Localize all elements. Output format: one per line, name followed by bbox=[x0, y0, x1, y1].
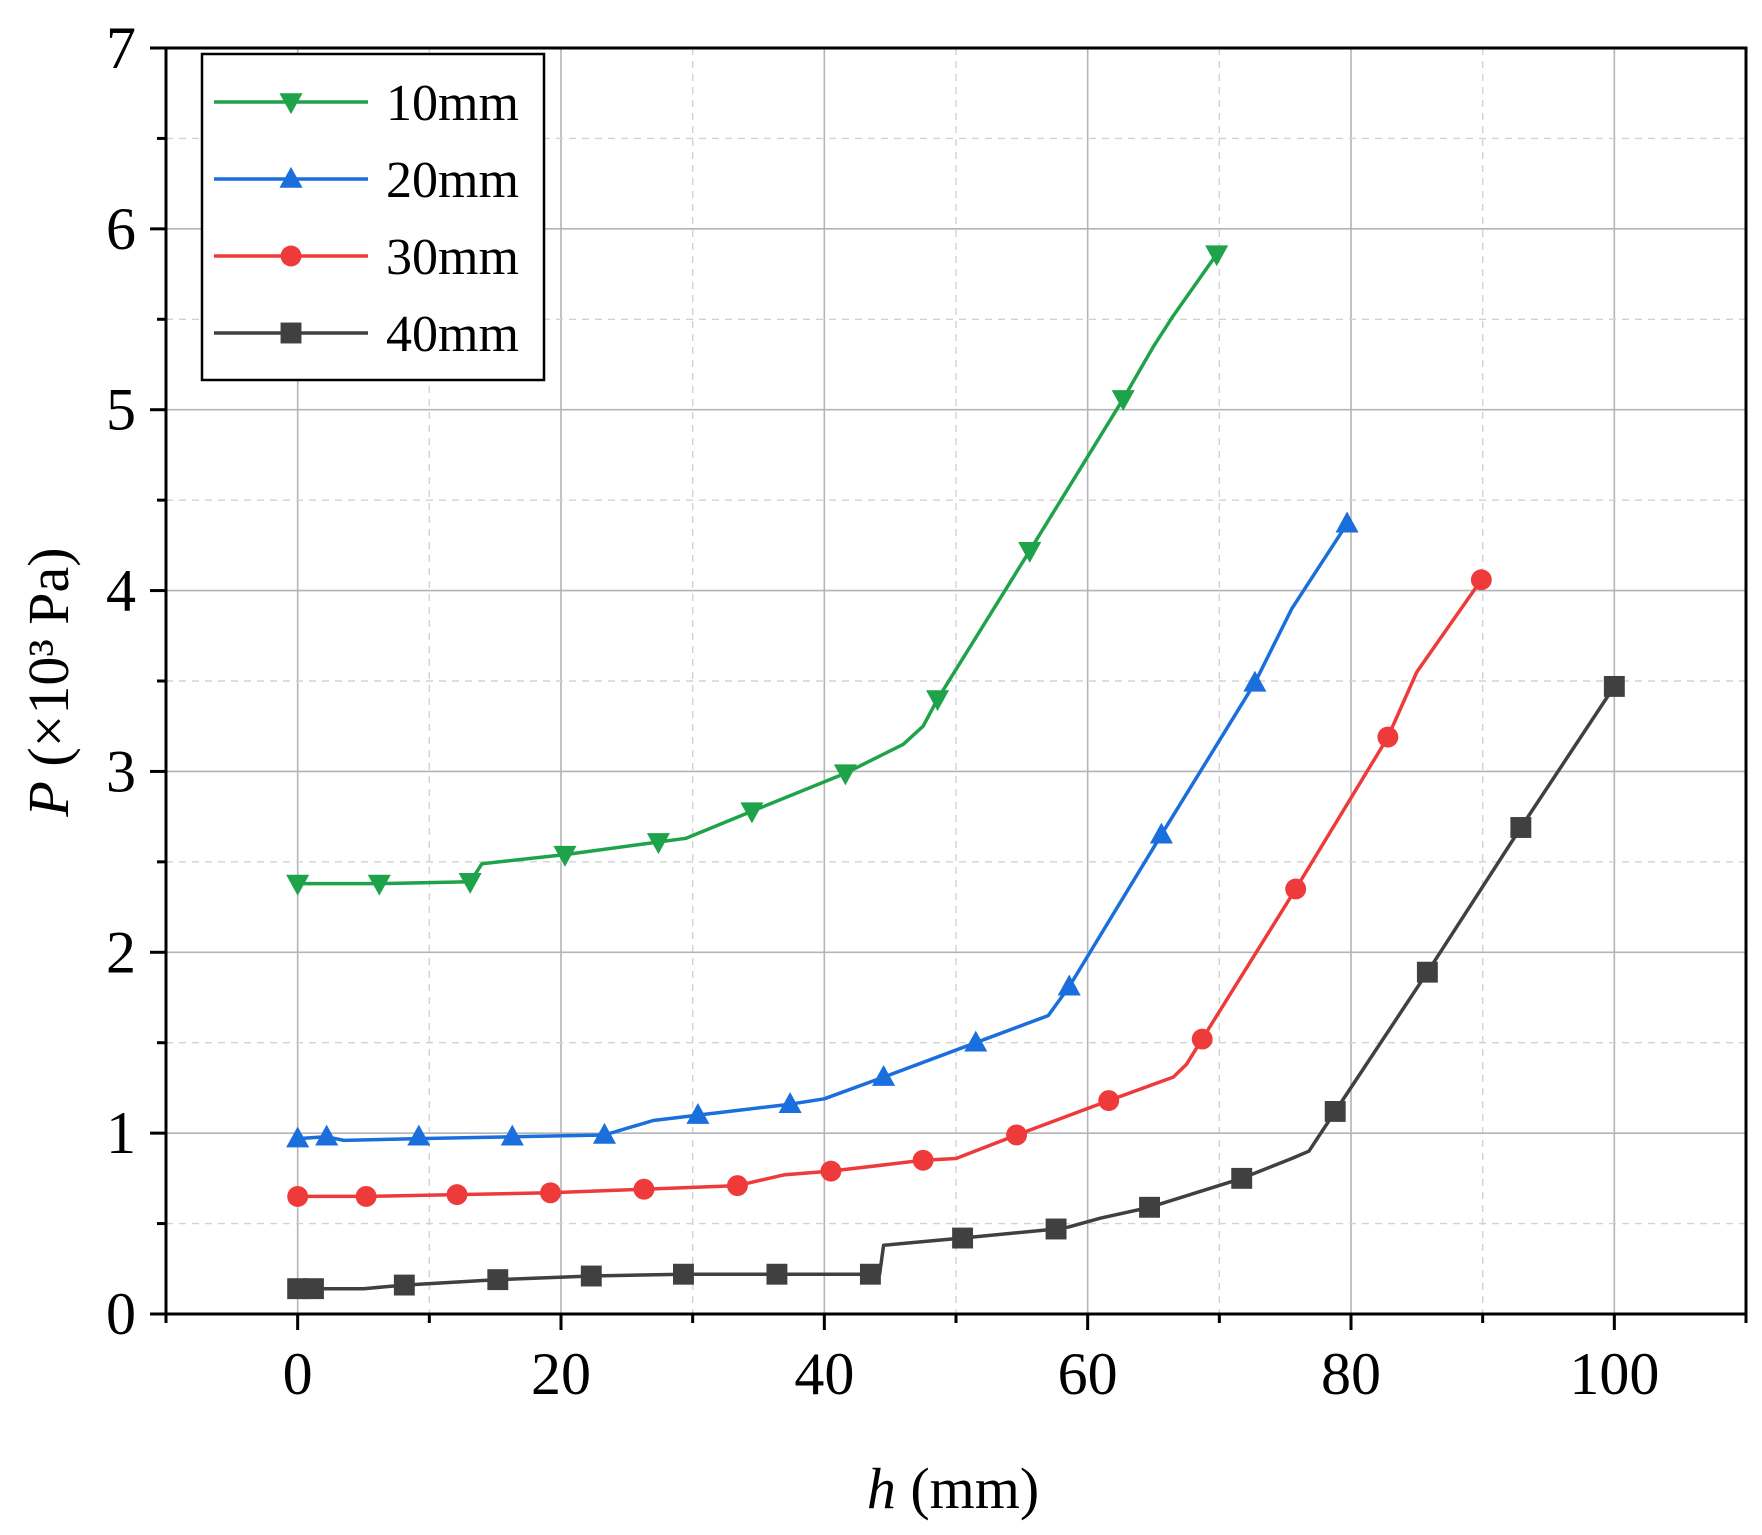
data-point-30mm bbox=[1006, 1124, 1028, 1146]
x-axis-unit: (mm) bbox=[910, 1456, 1039, 1521]
series-20mm bbox=[286, 511, 1359, 1148]
data-point-20mm bbox=[407, 1124, 431, 1146]
data-point-40mm bbox=[673, 1263, 694, 1285]
data-point-10mm bbox=[740, 802, 764, 824]
data-point-40mm bbox=[287, 1278, 309, 1300]
data-point-20mm bbox=[500, 1124, 524, 1146]
series-10mm bbox=[286, 245, 1229, 896]
data-point-10mm bbox=[286, 874, 310, 896]
x-axis-title: h (mm) bbox=[867, 1456, 1039, 1521]
data-point-10mm bbox=[1018, 541, 1042, 563]
data-point-10mm bbox=[646, 833, 670, 855]
data-point-10mm bbox=[833, 764, 857, 786]
y-axis-title: P (×10³ Pa) bbox=[16, 547, 81, 817]
data-point-30mm bbox=[1285, 878, 1307, 900]
data-point-20mm bbox=[592, 1122, 616, 1144]
x-tick-label: 20 bbox=[531, 1341, 591, 1407]
data-point-30mm bbox=[820, 1160, 842, 1182]
data-point-30mm bbox=[912, 1149, 934, 1171]
data-point-40mm bbox=[487, 1269, 509, 1291]
data-point-10mm bbox=[367, 874, 391, 896]
y-tick-label: 1 bbox=[106, 1100, 136, 1166]
tick-labels: 0 20 40 60 80 100 0 1 2 3 4 5 6 7 bbox=[106, 15, 1659, 1407]
data-point-20mm bbox=[1335, 511, 1359, 533]
data-point-40mm bbox=[952, 1227, 974, 1249]
legend-marker-30mm bbox=[280, 245, 302, 267]
axis-ticks bbox=[150, 46, 1748, 1330]
data-point-20mm bbox=[286, 1126, 310, 1148]
data-point-40mm bbox=[1324, 1100, 1346, 1122]
y-tick-label: 3 bbox=[106, 738, 136, 804]
y-axis-symbol: P bbox=[16, 781, 81, 817]
legend-label-40mm: 40mm bbox=[386, 306, 519, 363]
legend-label-10mm: 10mm bbox=[386, 75, 519, 132]
legend-item-10mm: 10mm bbox=[214, 75, 519, 132]
data-point-20mm bbox=[1243, 670, 1267, 692]
data-point-40mm bbox=[303, 1278, 324, 1300]
data-point-40mm bbox=[1231, 1167, 1253, 1189]
data-point-30mm bbox=[540, 1182, 561, 1204]
data-point-40mm bbox=[766, 1263, 788, 1285]
data-point-30mm bbox=[1470, 569, 1492, 591]
series-30mm bbox=[287, 569, 1492, 1207]
data-point-20mm bbox=[872, 1064, 896, 1086]
legend-item-30mm: 30mm bbox=[214, 229, 519, 286]
data-point-30mm bbox=[287, 1185, 309, 1207]
legend-marker-20mm bbox=[279, 166, 303, 188]
x-axis-symbol: h bbox=[867, 1456, 896, 1521]
y-tick-label: 6 bbox=[106, 196, 136, 262]
y-tick-label: 0 bbox=[106, 1281, 136, 1347]
legend: 10mm 20mm 30mm 40mm bbox=[200, 52, 546, 382]
data-point-30mm bbox=[355, 1185, 377, 1207]
data-point-30mm bbox=[1191, 1028, 1213, 1050]
y-axis-unit: (×10³ Pa) bbox=[16, 547, 81, 766]
data-point-20mm bbox=[964, 1030, 988, 1052]
y-tick-label: 2 bbox=[106, 919, 136, 985]
data-point-40mm bbox=[859, 1263, 881, 1285]
y-tick-label: 7 bbox=[106, 15, 136, 81]
data-point-30mm bbox=[726, 1175, 748, 1197]
x-tick-label: 0 bbox=[283, 1341, 313, 1407]
legend-marker-10mm bbox=[279, 93, 303, 115]
data-point-10mm bbox=[1111, 390, 1135, 411]
series-line-20mm bbox=[297, 522, 1349, 1143]
data-point-30mm bbox=[1098, 1090, 1120, 1112]
grid bbox=[166, 48, 1746, 1314]
x-tick-label: 40 bbox=[794, 1341, 854, 1407]
y-tick-label: 5 bbox=[106, 377, 136, 443]
legend-box bbox=[200, 52, 546, 382]
data-point-20mm bbox=[1057, 974, 1081, 996]
x-tick-label: 100 bbox=[1569, 1341, 1659, 1407]
data-point-20mm bbox=[686, 1102, 710, 1124]
x-tick-label: 80 bbox=[1321, 1341, 1381, 1407]
data-point-20mm bbox=[1149, 822, 1173, 844]
data-point-10mm bbox=[553, 845, 577, 867]
data-point-30mm bbox=[446, 1184, 468, 1206]
data-point-30mm bbox=[1377, 726, 1399, 748]
data-point-20mm bbox=[778, 1092, 802, 1114]
data-point-10mm bbox=[458, 872, 482, 894]
data-point-40mm bbox=[1139, 1196, 1160, 1218]
data-point-40mm bbox=[393, 1274, 415, 1296]
data-point-40mm bbox=[1416, 961, 1438, 983]
series-40mm bbox=[287, 675, 1625, 1300]
data-point-10mm bbox=[1205, 245, 1229, 267]
data-point-40mm bbox=[1603, 675, 1625, 697]
data-point-40mm bbox=[1045, 1218, 1067, 1240]
series-line-30mm bbox=[297, 578, 1483, 1199]
data-point-10mm bbox=[926, 690, 950, 712]
legend-item-20mm: 20mm bbox=[214, 152, 519, 209]
data-point-20mm bbox=[315, 1124, 339, 1146]
legend-label-30mm: 30mm bbox=[386, 229, 519, 286]
series-layer bbox=[286, 245, 1625, 1300]
data-point-40mm bbox=[580, 1265, 602, 1287]
y-tick-label: 4 bbox=[106, 558, 136, 624]
data-point-30mm bbox=[633, 1178, 655, 1200]
legend-item-40mm: 40mm bbox=[214, 306, 519, 363]
x-tick-label: 60 bbox=[1058, 1341, 1118, 1407]
data-point-40mm bbox=[1510, 817, 1532, 838]
legend-label-20mm: 20mm bbox=[386, 152, 519, 209]
legend-marker-40mm bbox=[280, 322, 302, 344]
